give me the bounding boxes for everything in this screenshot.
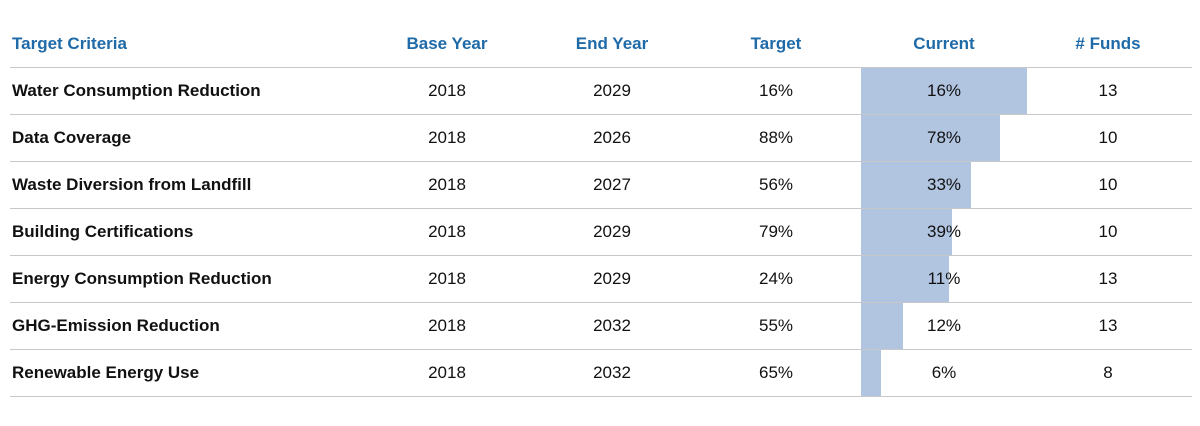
target-cell: 79% xyxy=(758,222,794,241)
table-row: Water Consumption Reduction 2018 2029 16… xyxy=(10,68,1192,115)
current-bar xyxy=(861,162,971,208)
end-year-cell: 2029 xyxy=(593,269,631,288)
header-end-year: End Year xyxy=(575,34,649,53)
end-year-cell: 2029 xyxy=(593,222,631,241)
criteria-cell: Building Certifications xyxy=(12,222,194,241)
base-year-cell: 2018 xyxy=(428,81,466,100)
funds-cell: 10 xyxy=(1098,175,1118,194)
current-bar xyxy=(861,68,1027,114)
table-row: Energy Consumption Reduction 2018 2029 2… xyxy=(10,256,1192,303)
target-cell: 56% xyxy=(758,175,794,194)
base-year-cell: 2018 xyxy=(428,128,466,147)
end-year-cell: 2026 xyxy=(593,128,631,147)
target-cell: 65% xyxy=(758,363,794,382)
criteria-cell: GHG-Emission Reduction xyxy=(12,316,220,335)
base-year-cell: 2018 xyxy=(428,269,466,288)
criteria-cell: Energy Consumption Reduction xyxy=(12,269,272,288)
table-row: Renewable Energy Use 2018 2032 65% 6% 8 xyxy=(10,350,1192,397)
current-bar xyxy=(861,115,1000,161)
header-funds: # Funds xyxy=(1075,34,1141,53)
current-cell: 16% xyxy=(926,81,962,100)
funds-cell: 13 xyxy=(1098,81,1118,100)
header-base-year: Base Year xyxy=(406,34,488,53)
current-cell: 39% xyxy=(926,222,962,241)
base-year-cell: 2018 xyxy=(428,316,466,335)
table-row: Waste Diversion from Landfill 2018 2027 … xyxy=(10,162,1192,209)
funds-cell: 10 xyxy=(1098,128,1118,147)
criteria-cell: Data Coverage xyxy=(12,128,132,147)
end-year-cell: 2029 xyxy=(593,81,631,100)
funds-cell: 8 xyxy=(1103,363,1113,382)
target-cell: 55% xyxy=(758,316,794,335)
table-header: Target Criteria Base Year End Year Targe… xyxy=(10,20,1192,68)
base-year-cell: 2018 xyxy=(428,175,466,194)
current-bar xyxy=(861,256,949,302)
current-bar xyxy=(861,303,903,349)
target-cell: 16% xyxy=(758,81,794,100)
criteria-cell: Renewable Energy Use xyxy=(12,363,200,382)
funds-cell: 13 xyxy=(1098,316,1118,335)
current-cell: 78% xyxy=(926,128,962,147)
base-year-cell: 2018 xyxy=(428,222,466,241)
base-year-cell: 2018 xyxy=(428,363,466,382)
funds-cell: 10 xyxy=(1098,222,1118,241)
current-cell: 11% xyxy=(927,269,961,288)
criteria-cell: Water Consumption Reduction xyxy=(12,81,261,100)
current-bar xyxy=(861,209,952,255)
end-year-cell: 2032 xyxy=(593,363,631,382)
end-year-cell: 2032 xyxy=(593,316,631,335)
table-row: GHG-Emission Reduction 2018 2032 55% 12%… xyxy=(10,303,1192,350)
header-target-criteria: Target Criteria xyxy=(12,34,127,53)
header-current: Current xyxy=(913,34,975,53)
current-cell: 6% xyxy=(931,363,957,382)
criteria-cell: Waste Diversion from Landfill xyxy=(12,175,252,194)
funds-cell: 13 xyxy=(1098,269,1118,288)
target-cell: 88% xyxy=(758,128,794,147)
header-target: Target xyxy=(750,34,802,53)
end-year-cell: 2027 xyxy=(593,175,631,194)
current-bar xyxy=(861,350,881,396)
table-row: Building Certifications 2018 2029 79% 39… xyxy=(10,209,1192,256)
target-table: Target Criteria Base Year End Year Targe… xyxy=(10,20,1192,397)
table-row: Data Coverage 2018 2026 88% 78% 10 xyxy=(10,115,1192,162)
current-cell: 33% xyxy=(926,175,962,194)
current-cell: 12% xyxy=(926,316,962,335)
target-cell: 24% xyxy=(758,269,794,288)
